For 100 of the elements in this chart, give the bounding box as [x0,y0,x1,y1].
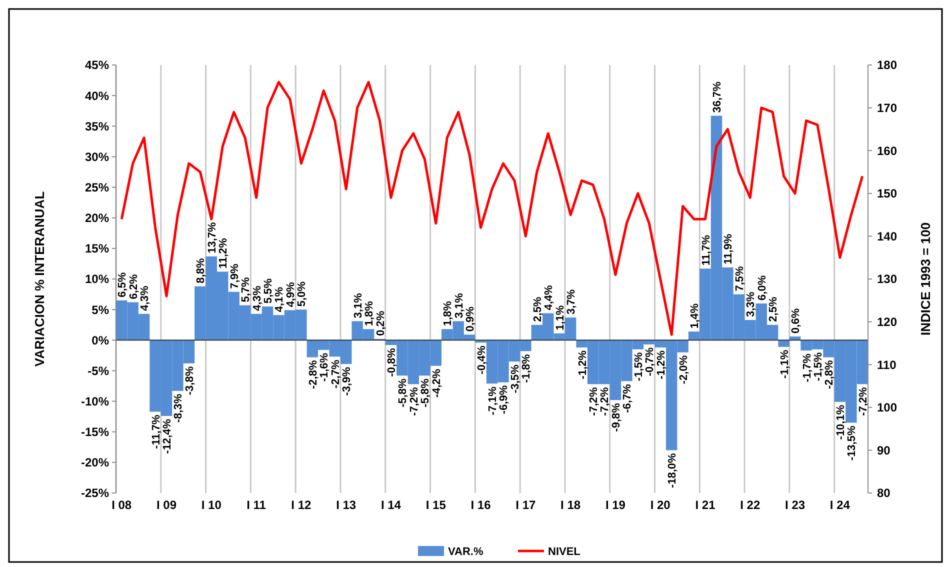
x-tick-label: I 13 [336,498,356,512]
x-tick-label: I 19 [605,498,626,512]
y-tick-label: 35% [84,119,110,134]
data-label: -3,9% [341,366,354,396]
y-tick-label: -25% [80,486,110,500]
data-label: 2,5% [768,296,780,322]
data-label: -9,8% [610,402,622,432]
data-label: -8,3% [172,394,185,423]
data-label: 36,7% [711,81,724,113]
data-label: -7,2% [408,386,420,416]
data-label: 1,8% [364,300,376,326]
data-label: 0,6% [790,308,802,334]
data-label: -1,5% [812,352,824,382]
data-label: 7,5% [734,266,746,292]
data-label: 11,2% [218,238,230,269]
data-label: 13,7% [206,222,218,254]
data-label: 6,2% [128,274,140,300]
x-tick-label: I 09 [156,498,177,512]
data-label: 0,9% [464,306,477,332]
y-tick-label: 30% [84,150,110,164]
data-label: -3,5% [509,364,522,394]
data-label: -7,1% [487,386,499,416]
x-tick-label: I 12 [291,498,312,512]
x-tick-label: I 21 [695,498,716,512]
y-tick-label: -15% [80,425,110,440]
data-label: 4,4% [543,284,556,310]
data-label: 3,3% [745,292,758,317]
data-label: -1,8% [520,354,533,383]
data-label: -3,8% [184,366,196,396]
y2-tick-label: 80 [877,486,891,500]
data-label: -7,2% [599,386,612,416]
data-label: -1,2% [655,350,668,380]
data-label: -1,7% [801,353,814,382]
legend-label: VAR.% [448,546,484,558]
y-tick-label: 45% [84,58,110,72]
y2-tick-label: 90 [877,443,891,458]
y2-axis-title: INDICE 1993 = 100 [918,222,933,336]
data-label: 0,2% [374,310,387,336]
y2-tick-label: 100 [877,400,898,415]
x-tick-label: I 24 [830,498,850,512]
data-label: 5,5% [262,278,275,304]
y-axis-title: VARIACION % INTERANUAL [32,191,47,367]
data-label: 3,7% [566,289,578,315]
data-label: -7,2% [857,386,870,416]
x-tick-label: I 16 [470,498,492,512]
y2-tick-label: 140 [877,229,898,244]
data-label: 2,5% [532,296,544,322]
y-tick-label: 25% [84,180,110,194]
data-label: -12,4% [162,418,174,454]
data-label: 4,9% [284,282,297,308]
data-label: 4,3% [251,286,264,311]
y-tick-label: 10% [84,272,110,286]
data-label: 6,0% [756,275,768,300]
data-label: 3,1% [453,292,466,318]
data-label: 5,0% [296,281,308,307]
data-label: -5,8% [420,378,432,408]
data-label: 11,7% [700,234,712,266]
y-tick-label: -10% [80,394,110,408]
data-label: -1,1% [778,350,791,379]
data-label: -1,5% [632,352,645,382]
data-label: 3,1% [352,292,364,318]
data-label: -4,2% [430,368,443,398]
x-tick-label: I 22 [740,498,760,512]
y-tick-label: 5% [92,302,110,317]
y-tick-label: -5% [88,364,110,378]
data-label: -6,9% [498,385,510,414]
data-label: -0,7% [644,347,656,376]
data-label: 5,7% [240,277,252,302]
y-tick-label: -20% [80,456,110,470]
data-label: 8,8% [195,258,208,284]
x-tick-label: I 17 [516,498,536,512]
data-label: -1,6% [318,352,331,382]
data-label: 6,5% [116,272,129,298]
data-label: -2,0% [678,355,690,384]
x-tick-label: I 15 [426,498,446,512]
data-label: -18,0% [666,452,679,488]
y-tick-label: 20% [84,211,110,226]
data-label: -7,2% [588,386,600,416]
x-tick-label: I 08 [112,498,132,512]
data-label: -0,4% [476,345,488,374]
data-label: 1,1% [554,305,566,330]
data-label: -11,7% [150,414,162,449]
data-label: -2,8% [824,360,836,390]
x-tick-label: I 11 [246,498,266,512]
data-label: 4,3% [139,286,152,311]
y2-tick-label: 110 [877,358,897,372]
data-label: -2,8% [307,360,320,390]
x-tick-label: I 23 [785,498,806,512]
data-label: 7,9% [228,264,241,289]
data-label: 4,1% [274,286,286,312]
y-tick-label: 15% [84,242,110,256]
y-tick-label: 40% [84,88,110,103]
y-tick-label: 0% [92,333,110,348]
y2-tick-label: 160 [877,144,898,158]
y2-tick-label: 170 [877,101,898,115]
y2-tick-label: 150 [877,186,898,201]
x-tick-label: I 18 [560,498,581,512]
legend-label: NIVEL [548,546,581,558]
data-label: 1,4% [689,303,702,329]
data-label: -13,5% [846,425,858,461]
